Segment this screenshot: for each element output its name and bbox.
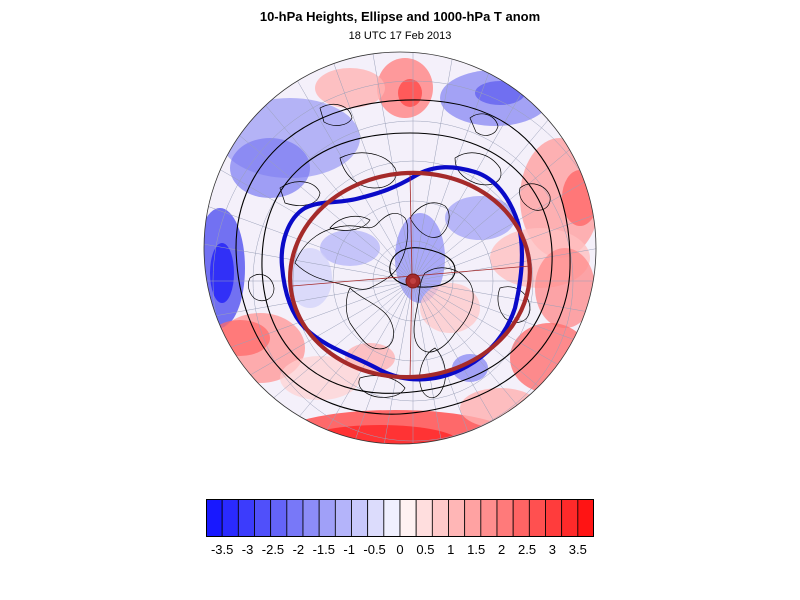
graticule [204, 52, 596, 444]
colorbar-swatch [528, 499, 546, 537]
colorbar-tick-label: -3 [241, 542, 254, 557]
vortex-ellipse-group [288, 170, 532, 380]
colorbar-swatch [237, 499, 255, 537]
coastlines [248, 104, 551, 399]
colorbar-tick-label: -3.5 [210, 542, 234, 557]
vortex-ellipse [288, 170, 532, 380]
colorbar-swatch [318, 499, 336, 537]
colorbar-swatch [367, 499, 385, 537]
map-border [203, 51, 597, 445]
colorbar-tick-label: 1 [447, 542, 455, 557]
north-pole-marker [405, 273, 421, 289]
colorbar-swatch [206, 499, 223, 537]
colorbar-tick-label: 3 [548, 542, 557, 557]
colorbar-swatch [545, 499, 563, 537]
colorbar-tick-label: 1.5 [467, 542, 486, 557]
colorbar-tick-label: 2.5 [517, 542, 537, 557]
colorbar-tick-label: -2 [292, 542, 305, 557]
colorbar-swatch [302, 499, 320, 537]
colorbar-tick-label: -2.5 [261, 542, 285, 557]
colorbar-swatch [561, 499, 579, 537]
colorbar-border [206, 499, 594, 537]
height-contours [235, 99, 571, 415]
figure-title: 10-hPa Heights, Ellipse and 1000-hPa T a… [259, 9, 541, 24]
colorbar-swatch [221, 499, 239, 537]
colorbar-swatch [496, 499, 514, 537]
colorbar-swatch [480, 499, 498, 537]
colorbar-swatch [399, 499, 417, 537]
polar-map [203, 51, 597, 445]
colorbar-swatch [512, 499, 530, 537]
colorbar-swatch [254, 499, 272, 537]
colorbar-swatch [415, 499, 433, 537]
colorbar-swatch [577, 499, 594, 537]
colorbar-tick-label: 2 [497, 542, 506, 557]
colorbar-tick-label: -1.5 [312, 542, 335, 557]
colorbar-swatch [286, 499, 304, 537]
colorbar-swatch [270, 499, 288, 537]
colorbar-tick-label: -1 [343, 542, 355, 557]
colorbar-tick-label: 3.5 [568, 542, 587, 557]
colorbar-swatch [383, 499, 401, 537]
colorbar-tick-label: -0.5 [363, 542, 386, 557]
figure-subtitle: 18 UTC 17 Feb 2013 [348, 30, 452, 42]
colorbar-tick-label: 0.5 [416, 542, 435, 557]
colorbar-swatch [351, 499, 369, 537]
colorbar-swatch [448, 499, 466, 537]
colorbar-swatch [431, 499, 449, 537]
colorbar-labels: -3.5 -3 -2.5 -2 -1.5 -1 -0.5 0 0.5 1 1.5 2 2.5 3 3.5 [0, 542, 800, 562]
colorbar-tick-label: 0 [396, 542, 404, 557]
colorbar-swatch [334, 499, 352, 537]
colorbar [206, 499, 594, 537]
colorbar-swatch [464, 499, 482, 537]
